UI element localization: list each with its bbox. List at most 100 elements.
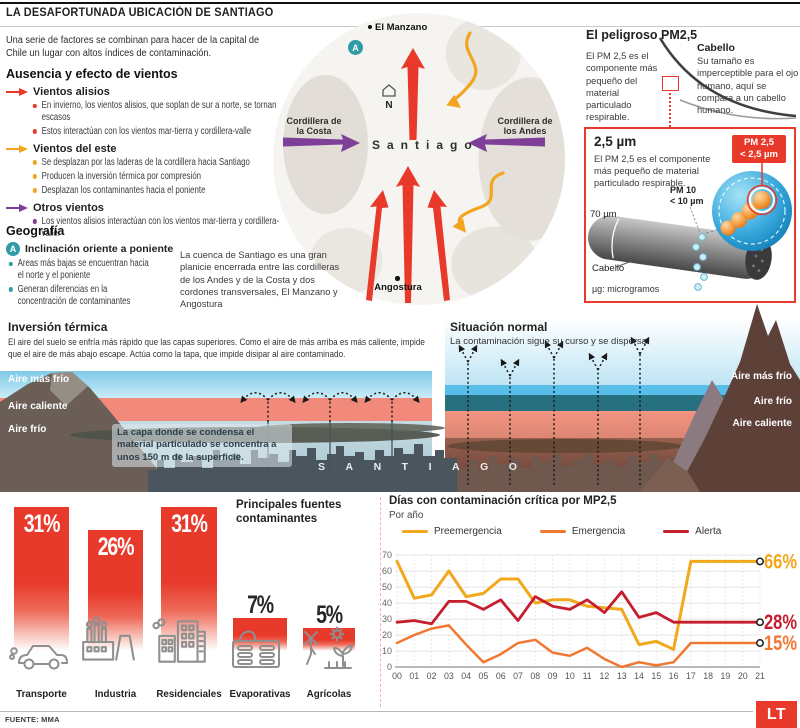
section-divider (380, 497, 381, 707)
legend-item-preemergencia: Preemergencia (402, 526, 502, 537)
svg-text:28%: 28% (764, 611, 797, 634)
wind-group-label: Vientos del este (33, 142, 117, 155)
source-value: 7% (247, 591, 274, 620)
svg-text:09: 09 (548, 671, 558, 681)
winds-heading: Ausencia y efecto de vientos (6, 67, 178, 81)
valley-wind-arrows (366, 48, 450, 303)
svg-text:21: 21 (755, 671, 765, 681)
box-text: El PM 2,5 es el componente más pequeño d… (594, 154, 711, 189)
bullet: Áreas más bajas se encuentran hacia el n… (8, 258, 156, 282)
map-wind-arrows (283, 31, 545, 303)
normal-text: La contaminación sigue su curso y se dis… (450, 336, 647, 347)
days-chart-subtitle: Por año (389, 510, 424, 521)
intro-text: Una serie de factores se combinan para h… (6, 35, 260, 59)
hair-label: Cabello (592, 263, 625, 274)
svg-text:15%: 15% (764, 632, 797, 655)
wind-group-este: Vientos del este (6, 143, 316, 155)
map-city-label: Santiago (372, 138, 479, 152)
legend-swatch-icon (663, 529, 690, 534)
svg-text:20: 20 (738, 671, 748, 681)
svg-text:10: 10 (382, 646, 392, 656)
svg-text:16: 16 (669, 671, 679, 681)
svg-text:07: 07 (513, 671, 523, 681)
svg-text:06: 06 (496, 671, 506, 681)
andes-mountains (640, 304, 800, 492)
bullet: Estos interactúan con los vientos mar-ti… (32, 126, 282, 138)
source-bar (88, 530, 143, 651)
svg-text:04: 04 (461, 671, 471, 681)
pm-particles (720, 184, 778, 236)
svg-text:05: 05 (479, 671, 489, 681)
source-value: 31% (171, 509, 208, 538)
source-value: 26% (97, 533, 135, 562)
source-label: Agrícolas (306, 689, 352, 700)
left-column: Una serie de factores se combinan para h… (6, 34, 316, 244)
pm10-label: PM 10 < 10 µm (670, 185, 704, 206)
right-arrow-icon (6, 203, 28, 212)
svg-text:20: 20 (382, 630, 392, 640)
inversion-text: El aire del suelo se enfría más rápido q… (8, 337, 425, 360)
hair-zoom-connector (669, 93, 671, 127)
svg-text:02: 02 (427, 671, 437, 681)
wind-group-label: Vientos alisios (33, 86, 110, 98)
box-footnote: µg: microgramos (592, 284, 660, 294)
svg-text:60: 60 (382, 566, 392, 576)
svg-text:11: 11 (583, 671, 592, 681)
map-label-east: Cordillera de los Andes (497, 116, 553, 137)
pm25-detail-box: 2,5 µm El PM 2,5 es el componente más pe… (584, 127, 796, 303)
svg-text:01: 01 (409, 671, 419, 681)
map-town-south: Angostura (374, 282, 422, 293)
trapped-air-arrows (240, 392, 420, 422)
svg-text:66%: 66% (764, 550, 797, 573)
lt-logo: LT (756, 701, 797, 728)
right-arrow-icon (6, 144, 28, 153)
svg-text:70: 70 (382, 550, 392, 560)
days-chart-title: Días con contaminación crítica por MP2,5 (389, 495, 617, 507)
mountain-wind-arrows (283, 134, 545, 152)
factory-icon (78, 615, 140, 669)
svg-text:15: 15 (651, 671, 661, 681)
hair-width-label: 70 µm (590, 209, 617, 220)
city-skyline-west (148, 444, 457, 492)
basin-note: La cuenca de Santiago es una gran planic… (180, 250, 340, 310)
compass-label: N (385, 100, 393, 111)
layer-label: Aire frío (753, 396, 792, 407)
santiago-map: El Manzano A N Cordillera de la Costa Co… (273, 13, 565, 305)
bullet: Producen la inversión térmica por compre… (32, 171, 282, 183)
city-skyline-east (457, 454, 682, 492)
car-icon (8, 627, 72, 673)
east-wind-squiggles (446, 31, 505, 233)
source-label: Industria (94, 689, 137, 700)
normal-title: Situación normal (450, 320, 548, 334)
hair-strand-icon (658, 37, 797, 120)
wind-bullets-este: Se desplazan por las laderas de la cordi… (32, 157, 282, 197)
hair-text: Su tamaño es imperceptible para el ojo h… (697, 56, 799, 116)
wind-group-alisios: Vientos alisios (6, 86, 316, 98)
wind-group-label: Otros vientos (33, 201, 104, 214)
map-town-north: El Manzano (368, 22, 427, 33)
svg-text:13: 13 (617, 671, 627, 681)
svg-text:17: 17 (686, 671, 696, 681)
wind-bullets-alisios: En invierno, los vientos alisios, que so… (32, 100, 282, 138)
svg-text:14: 14 (634, 671, 644, 681)
geography-subheading: Inclinación oriente a poniente (25, 243, 174, 255)
top-rule (0, 2, 800, 4)
bullet: Desplazan los contaminantes hacia el pon… (32, 185, 282, 197)
bullet: Generan diferencias en la concentración … (8, 284, 156, 308)
condensation-note: La capa donde se condensa el material pa… (112, 424, 292, 468)
svg-text:0: 0 (387, 662, 392, 672)
svg-text:03: 03 (444, 671, 454, 681)
source-value: 31% (23, 509, 61, 538)
svg-text:10: 10 (565, 671, 575, 681)
hair-vs-particles-graphic (588, 163, 792, 291)
svg-text:30: 30 (382, 614, 392, 624)
geography-heading: Geografía (6, 224, 65, 238)
svg-text:18: 18 (703, 671, 713, 681)
bullet: Se desplazan por las laderas de la cordi… (32, 157, 282, 169)
pm25-badge: PM 2,5 < 2,5 µm (732, 135, 786, 163)
svg-text:40: 40 (382, 598, 392, 608)
dispersing-air-arrows (458, 336, 650, 485)
farm-icon (296, 626, 356, 674)
sources-bar-chart: 31% Transporte 26% Industria 31% Residenciale… (0, 497, 380, 712)
